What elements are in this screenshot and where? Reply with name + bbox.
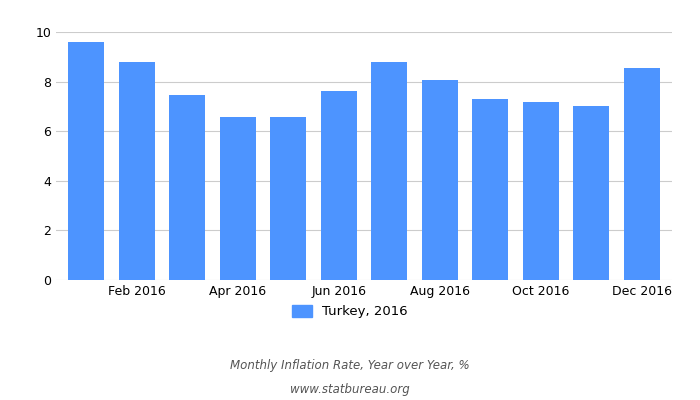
Bar xyxy=(573,106,610,280)
Bar xyxy=(624,68,660,280)
Bar xyxy=(321,90,357,280)
Bar xyxy=(472,100,508,280)
Text: www.statbureau.org: www.statbureau.org xyxy=(290,384,410,396)
Bar xyxy=(522,102,559,280)
Bar xyxy=(421,80,458,280)
Bar xyxy=(169,95,206,280)
Bar xyxy=(68,42,104,280)
Legend: Turkey, 2016: Turkey, 2016 xyxy=(287,300,413,324)
Bar xyxy=(220,117,256,280)
Bar xyxy=(118,62,155,280)
Bar xyxy=(371,62,407,280)
Text: Monthly Inflation Rate, Year over Year, %: Monthly Inflation Rate, Year over Year, … xyxy=(230,360,470,372)
Bar xyxy=(270,117,307,280)
